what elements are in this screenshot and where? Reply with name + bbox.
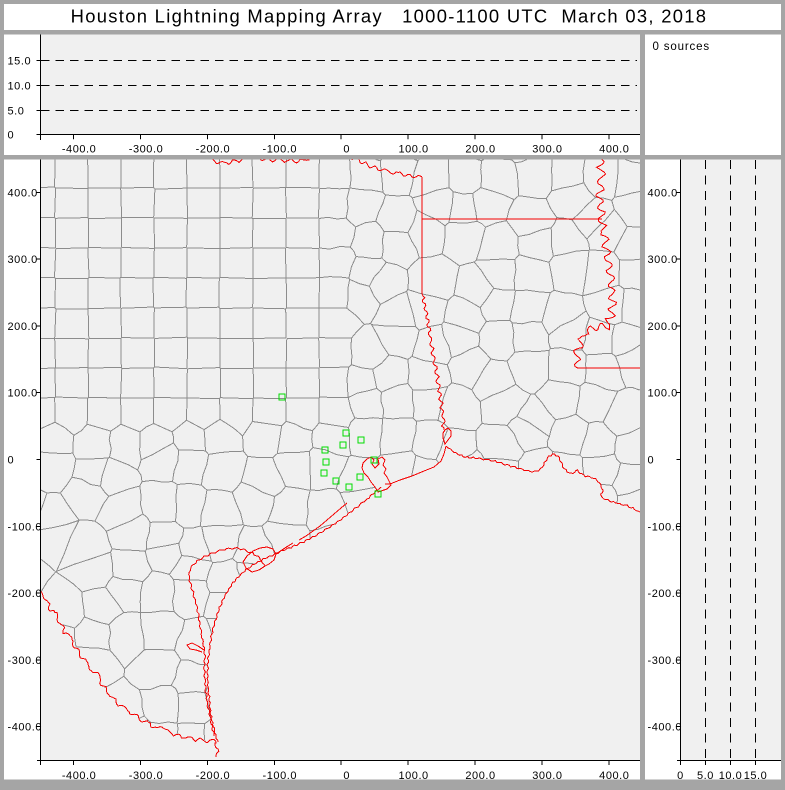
svg-text:300.0: 300.0 xyxy=(532,144,562,156)
svg-text:5.0: 5.0 xyxy=(697,770,714,782)
svg-text:-400.0: -400.0 xyxy=(8,722,43,734)
svg-text:400.0: 400.0 xyxy=(599,144,629,156)
svg-text:300.0: 300.0 xyxy=(648,254,678,266)
svg-text:200.0: 200.0 xyxy=(465,144,495,156)
svg-text:-300.0: -300.0 xyxy=(648,655,683,667)
svg-text:-400.0: -400.0 xyxy=(62,144,97,156)
svg-text:400.0: 400.0 xyxy=(599,770,629,782)
svg-text:-200.0: -200.0 xyxy=(196,144,231,156)
svg-text:100.0: 100.0 xyxy=(398,770,428,782)
svg-text:0: 0 xyxy=(343,770,350,782)
svg-text:10.0: 10.0 xyxy=(8,81,32,93)
svg-text:-400.0: -400.0 xyxy=(648,722,683,734)
svg-text:-100.0: -100.0 xyxy=(8,522,43,534)
svg-text:10.0: 10.0 xyxy=(719,770,743,782)
svg-text:15.0: 15.0 xyxy=(744,770,768,782)
svg-text:-100.0: -100.0 xyxy=(263,144,298,156)
svg-text:-100.0: -100.0 xyxy=(263,770,298,782)
svg-text:300.0: 300.0 xyxy=(532,770,562,782)
svg-text:200.0: 200.0 xyxy=(465,770,495,782)
svg-text:0: 0 xyxy=(677,770,684,782)
svg-text:-100.0: -100.0 xyxy=(648,522,683,534)
svg-text:0: 0 xyxy=(8,455,15,467)
svg-text:Houston Lightning Mapping Arra: Houston Lightning Mapping Array 1000-110… xyxy=(71,6,708,27)
svg-text:15.0: 15.0 xyxy=(8,56,32,68)
svg-text:0: 0 xyxy=(648,455,655,467)
svg-text:100.0: 100.0 xyxy=(648,388,678,400)
svg-text:-300.0: -300.0 xyxy=(129,144,164,156)
svg-text:-400.0: -400.0 xyxy=(62,770,97,782)
svg-text:400.0: 400.0 xyxy=(8,188,38,200)
svg-text:-300.0: -300.0 xyxy=(8,655,43,667)
svg-text:0 sources: 0 sources xyxy=(653,41,711,53)
svg-text:100.0: 100.0 xyxy=(398,144,428,156)
svg-text:-300.0: -300.0 xyxy=(129,770,164,782)
svg-text:200.0: 200.0 xyxy=(648,321,678,333)
svg-text:0: 0 xyxy=(343,144,350,156)
svg-text:-200.0: -200.0 xyxy=(196,770,231,782)
svg-text:-200.0: -200.0 xyxy=(648,588,683,600)
svg-text:-200.0: -200.0 xyxy=(8,588,43,600)
svg-text:400.0: 400.0 xyxy=(648,188,678,200)
svg-text:100.0: 100.0 xyxy=(8,388,38,400)
svg-text:300.0: 300.0 xyxy=(8,254,38,266)
svg-text:200.0: 200.0 xyxy=(8,321,38,333)
svg-text:0: 0 xyxy=(8,130,15,142)
svg-text:5.0: 5.0 xyxy=(8,106,25,118)
